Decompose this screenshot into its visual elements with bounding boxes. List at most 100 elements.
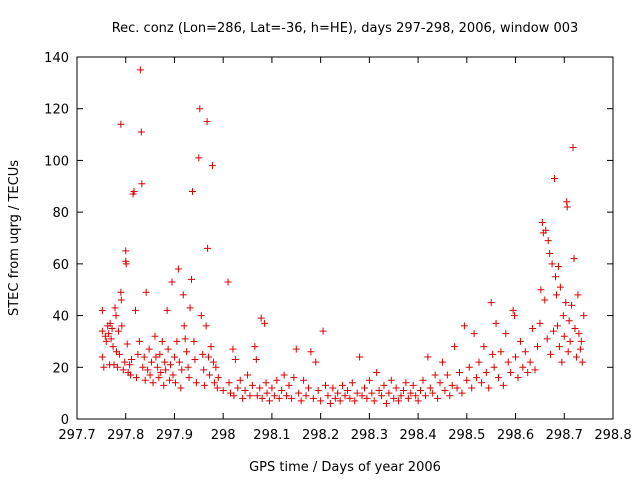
data-point [248, 381, 256, 389]
data-point [490, 363, 498, 371]
data-point [273, 376, 281, 384]
data-point [431, 371, 439, 379]
data-point [465, 363, 473, 371]
data-point [102, 337, 110, 345]
data-point [375, 387, 383, 395]
data-point [451, 343, 459, 351]
data-point [168, 278, 176, 286]
data-point [576, 345, 584, 353]
data-point [244, 371, 252, 379]
data-point [206, 371, 214, 379]
data-point [212, 363, 220, 371]
data-point [553, 322, 561, 330]
data-point [214, 374, 222, 382]
data-point [554, 262, 562, 270]
data-point [572, 353, 580, 361]
data-point [148, 358, 156, 366]
data-point [162, 366, 170, 374]
data-point [533, 343, 541, 351]
data-point [117, 288, 125, 296]
data-point [98, 353, 106, 361]
data-point [256, 384, 264, 392]
data-point [546, 250, 554, 258]
data-point [504, 358, 512, 366]
x-tick-label: 297.9 [156, 428, 193, 443]
data-point [262, 379, 270, 387]
data-point [145, 345, 153, 353]
data-point [365, 376, 373, 384]
x-tick-label: 297.7 [58, 428, 95, 443]
data-point [171, 379, 179, 387]
data-point [252, 356, 260, 364]
data-point [577, 337, 585, 345]
data-point [565, 317, 573, 325]
data-point [246, 392, 254, 400]
y-tick-label: 80 [52, 206, 69, 221]
y-tick-label: 40 [52, 310, 69, 325]
data-point [225, 379, 233, 387]
data-point [208, 162, 216, 170]
data-point [268, 384, 276, 392]
data-point [322, 381, 330, 389]
x-tick-label: 298.3 [351, 428, 388, 443]
data-point [153, 363, 161, 371]
data-points [98, 66, 588, 407]
data-point [555, 343, 563, 351]
data-point [117, 120, 125, 128]
data-point [356, 353, 364, 361]
x-axis-label: GPS time / Days of year 2006 [249, 460, 441, 475]
data-point [438, 358, 446, 366]
data-point [114, 327, 122, 335]
data-point [409, 381, 417, 389]
data-point [231, 356, 239, 364]
data-point [199, 350, 207, 358]
data-point [468, 384, 476, 392]
data-point [395, 397, 403, 405]
data-point [353, 389, 361, 397]
x-tick-label: 298.8 [594, 428, 631, 443]
data-point [297, 397, 305, 405]
data-point [382, 399, 390, 407]
data-point [309, 394, 317, 402]
data-point [378, 392, 386, 400]
data-point [152, 353, 160, 361]
data-point [329, 384, 337, 392]
data-point [109, 343, 117, 351]
y-tick-label: 20 [52, 361, 69, 376]
data-point [407, 389, 415, 397]
data-point [258, 394, 266, 402]
data-point [497, 348, 505, 356]
data-point [207, 343, 215, 351]
data-point [195, 154, 203, 162]
data-point [453, 384, 461, 392]
data-point [205, 353, 213, 361]
data-point [380, 381, 388, 389]
y-tick-label: 0 [61, 413, 69, 428]
data-point [188, 275, 196, 283]
data-point [429, 389, 437, 397]
data-point [181, 335, 189, 343]
data-point [113, 363, 121, 371]
data-point [480, 343, 488, 351]
data-point [575, 330, 583, 338]
data-point [163, 306, 171, 314]
data-point [564, 348, 572, 356]
data-point [144, 366, 152, 374]
data-point [550, 327, 558, 335]
data-point [270, 392, 278, 400]
data-point [236, 376, 244, 384]
data-point [566, 337, 574, 345]
data-point [121, 358, 129, 366]
data-point [138, 180, 146, 188]
y-tick-label: 60 [52, 258, 69, 273]
data-point [421, 392, 429, 400]
data-point [200, 366, 208, 374]
data-point [188, 187, 196, 195]
data-point [570, 255, 578, 263]
data-point [261, 319, 269, 327]
data-point [385, 389, 393, 397]
data-point [326, 399, 334, 407]
data-point [166, 376, 174, 384]
data-point [304, 384, 312, 392]
data-point [139, 363, 147, 371]
